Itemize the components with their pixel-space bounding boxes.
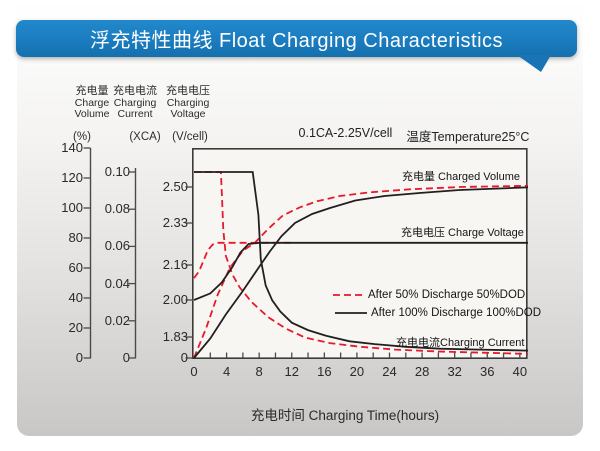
- axis-unit-vcell: (V/cell): [172, 131, 208, 143]
- vcell-tick-label: 1.83: [162, 329, 188, 344]
- x-tick-label: 0: [190, 364, 198, 379]
- chart-condition-temperature: 温度Temperature25°C: [406, 130, 530, 144]
- percent-tick-label: 40: [68, 290, 83, 305]
- legend-label-50dod: After 50% Discharge 50%DOD: [368, 289, 526, 301]
- legend-label-100dod: After 100% Discharge 100%DOD: [371, 307, 542, 319]
- x-tick-label: 32: [447, 364, 462, 379]
- x-tick-label: 12: [284, 364, 299, 379]
- banner-tail: [517, 55, 551, 72]
- curve-label-2: 充电电流Charging Current: [396, 337, 525, 349]
- axis-header-charge-volume-en2: Volume: [74, 108, 110, 120]
- xca-tick-label: 0.10: [104, 164, 130, 179]
- axis-unit-percent: (%): [73, 131, 91, 143]
- vcell-tick-label: 2.33: [162, 215, 188, 230]
- chart-condition: 0.1CA-2.25V/cell 温度Temperature25°C: [296, 126, 532, 145]
- xca-tick-label: 0.04: [104, 275, 130, 291]
- xca-tick-label: 0.06: [104, 238, 130, 254]
- percent-tick-label: 120: [61, 170, 83, 185]
- x-tick-label: 28: [414, 364, 430, 379]
- percent-tick-label: 0: [75, 350, 83, 365]
- axis-header-charging-voltage-cjk: 充电电压: [166, 85, 210, 97]
- axis-header-charge-volume-en1: Charge: [74, 96, 110, 109]
- axis-header-charging-current-cjk: 充电电流: [113, 85, 157, 97]
- x-tick-label: 8: [255, 364, 263, 379]
- axis-header-charging-voltage-en1: Charging: [166, 96, 210, 109]
- axis-header-charge-volume: 充电量 Charge Volume: [53, 85, 131, 121]
- x-tick-label: 36: [480, 364, 495, 379]
- banner-tail-shape: [517, 55, 551, 72]
- curve-label-0: 充电量 Charged Volume: [402, 171, 520, 183]
- axis-header-charging-voltage: 充电电压 Charging Voltage: [149, 85, 227, 121]
- vcell-tick-label: 2.50: [162, 179, 188, 194]
- xca-tick-label: 0.02: [104, 312, 130, 328]
- x-tick-label: 4: [222, 364, 231, 379]
- vcell-tick-label: 2.00: [162, 292, 188, 307]
- axis-header-charging-current: 充电电流 Charging Current: [96, 85, 174, 121]
- x-axis-label: 充电时间 Charging Time(hours): [250, 408, 440, 423]
- percent-tick-label: 60: [68, 260, 83, 275]
- percent-tick-label: 20: [68, 320, 83, 335]
- xca-tick-label: 0: [122, 350, 130, 365]
- axis-header-charging-current-en2: Current: [117, 108, 153, 120]
- page-title: 浮充特性曲线 Float Charging Characteristics: [89, 30, 504, 52]
- x-tick-label: 40: [512, 364, 528, 379]
- x-tick-label: 16: [317, 364, 332, 379]
- percent-tick-label: 100: [61, 200, 83, 215]
- axis-header-charge-volume-cjk: 充电量: [75, 85, 109, 97]
- axis-unit-xca: (XCA): [129, 131, 161, 143]
- percent-tick-label: 80: [68, 230, 83, 245]
- chart-condition-rate: 0.1CA-2.25V/cell: [298, 126, 393, 140]
- axis-header-charging-current-en1: Charging: [113, 96, 157, 109]
- xca-tick-label: 0.08: [104, 201, 130, 217]
- curve-label-1: 充电电压 Charge Voltage: [401, 227, 524, 239]
- x-tick-label: 24: [382, 364, 397, 379]
- vcell-tick-label: 2.16: [162, 257, 188, 272]
- percent-tick-label: 140: [61, 140, 83, 155]
- vcell-tick-label: 0: [180, 350, 188, 365]
- title-banner: 浮充特性曲线 Float Charging Characteristics: [16, 20, 577, 57]
- axis-header-charging-voltage-en2: Voltage: [170, 108, 206, 120]
- x-tick-label: 20: [349, 364, 365, 379]
